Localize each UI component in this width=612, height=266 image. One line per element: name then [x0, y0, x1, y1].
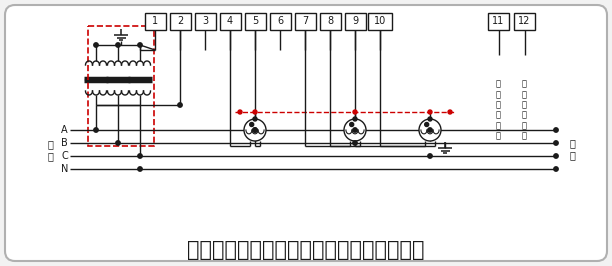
Circle shape	[244, 119, 266, 141]
Text: 辅
助
电
源
端
子: 辅 助 电 源 端 子	[496, 80, 501, 140]
Circle shape	[138, 43, 142, 47]
Circle shape	[253, 128, 257, 132]
Text: 2: 2	[177, 16, 183, 27]
Bar	[220, 13, 241, 30]
Circle shape	[253, 117, 257, 121]
Circle shape	[428, 128, 432, 132]
Bar	[368, 13, 392, 30]
Text: 三相四线经电压、电流互感器接入式接线图: 三相四线经电压、电流互感器接入式接线图	[187, 240, 425, 260]
Circle shape	[428, 154, 432, 158]
Text: 辅
助
电
源
端
子: 辅 助 电 源 端 子	[522, 80, 527, 140]
Circle shape	[353, 117, 357, 121]
FancyBboxPatch shape	[5, 5, 607, 261]
Bar	[170, 13, 190, 30]
Text: 12: 12	[518, 16, 531, 27]
Text: B: B	[61, 138, 68, 148]
Bar	[88, 26, 154, 146]
Text: 3: 3	[202, 16, 208, 27]
Bar	[319, 13, 340, 30]
Circle shape	[349, 123, 354, 127]
Circle shape	[554, 128, 558, 132]
Circle shape	[94, 43, 98, 47]
Text: 4: 4	[227, 16, 233, 27]
Bar	[294, 13, 316, 30]
Circle shape	[448, 110, 452, 114]
Text: A: A	[61, 125, 68, 135]
Circle shape	[428, 117, 432, 121]
Circle shape	[116, 43, 120, 47]
Circle shape	[554, 154, 558, 158]
Bar	[195, 13, 215, 30]
Text: 9: 9	[352, 16, 358, 27]
Circle shape	[353, 141, 357, 145]
Text: 6: 6	[277, 16, 283, 27]
Circle shape	[116, 141, 120, 145]
Text: N: N	[61, 164, 68, 174]
Text: C: C	[61, 151, 68, 161]
Circle shape	[353, 128, 357, 132]
Text: 8: 8	[327, 16, 333, 27]
Circle shape	[554, 167, 558, 171]
Text: 5: 5	[252, 16, 258, 27]
Bar	[345, 13, 365, 30]
Circle shape	[138, 154, 142, 158]
Bar	[144, 13, 165, 30]
Circle shape	[419, 119, 441, 141]
Text: 10: 10	[374, 16, 386, 27]
Circle shape	[253, 110, 257, 114]
Bar	[269, 13, 291, 30]
Text: 输
出: 输 出	[569, 138, 575, 160]
Text: 1: 1	[152, 16, 158, 27]
Circle shape	[250, 123, 254, 127]
Circle shape	[94, 128, 98, 132]
Circle shape	[425, 123, 428, 127]
Text: 11: 11	[493, 16, 505, 27]
Circle shape	[253, 128, 257, 132]
Circle shape	[138, 167, 142, 171]
Circle shape	[554, 141, 558, 145]
Circle shape	[428, 110, 432, 114]
Circle shape	[178, 103, 182, 107]
Text: 输
入: 输 入	[47, 139, 53, 161]
Bar	[514, 13, 535, 30]
Circle shape	[238, 110, 242, 114]
Circle shape	[353, 110, 357, 114]
Bar	[245, 13, 266, 30]
Circle shape	[344, 119, 366, 141]
Text: 7: 7	[302, 16, 308, 27]
Bar	[488, 13, 509, 30]
